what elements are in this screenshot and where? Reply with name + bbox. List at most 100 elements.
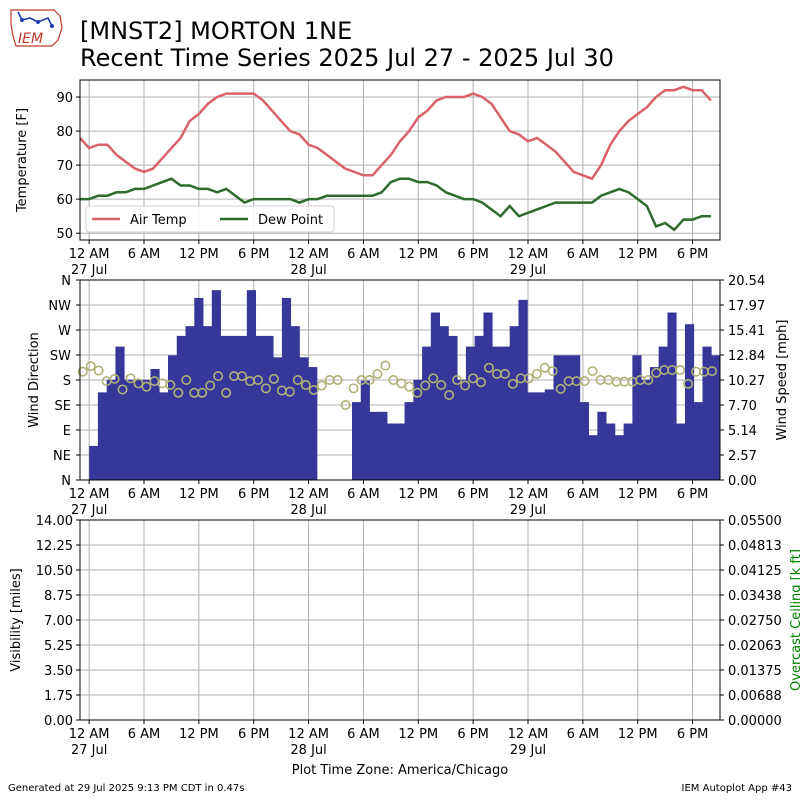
wind-direction-marker	[460, 380, 471, 391]
legend-label: Air Temp	[130, 213, 187, 228]
wind-direction-marker	[452, 374, 463, 385]
y-tick-label: NE	[53, 449, 71, 464]
wind-speed-bar	[649, 367, 660, 480]
x-tick-label: 12 AM	[288, 247, 329, 262]
x-date-label: 28 Jul	[290, 503, 326, 518]
wind-speed-bar	[124, 379, 134, 480]
wind-direction-marker	[141, 381, 152, 392]
x-tick-label: 6 PM	[238, 247, 269, 262]
y-axis-label: Overcast Ceiling [k ft]	[789, 549, 800, 691]
wind-speed-bar	[500, 346, 511, 480]
y-tick-label: 7.00	[44, 614, 73, 629]
y2-tick-label: 0.02063	[728, 639, 782, 654]
x-tick-label: 12 AM	[69, 727, 110, 742]
wind-direction-marker	[523, 373, 534, 384]
wind-speed-bar	[588, 435, 598, 480]
x-date-label: 27 Jul	[71, 743, 107, 758]
y-tick-label: 5.25	[44, 639, 73, 654]
wind-speed-bar	[238, 335, 248, 480]
wind-direction-marker	[675, 364, 686, 375]
y-tick-label: 90	[56, 91, 73, 106]
x-tick-label: 6 AM	[128, 487, 161, 502]
wind-direction-marker	[579, 376, 590, 387]
wind-direction-marker	[109, 373, 120, 384]
wind-speed-bar	[509, 326, 519, 480]
wind-direction-marker	[213, 371, 224, 382]
wind-speed-bar	[422, 346, 432, 480]
wind-speed-bar	[676, 423, 686, 480]
x-tick-label: 6 AM	[128, 727, 161, 742]
y2-tick-label: 0.02750	[728, 614, 782, 629]
x-tick-label: 6 AM	[347, 247, 380, 262]
x-tick-label: 6 PM	[677, 247, 708, 262]
wind-direction-marker	[507, 378, 518, 389]
y2-tick-label: 5.14	[728, 424, 757, 439]
wind-speed-bar	[176, 335, 186, 480]
wind-direction-marker	[77, 366, 88, 377]
wind-direction-marker	[292, 374, 303, 385]
x-tick-label: 6 PM	[457, 727, 488, 742]
wind-direction-marker	[396, 378, 407, 389]
x-tick-label: 12 AM	[288, 487, 329, 502]
x-tick-label: 6 PM	[677, 727, 708, 742]
wind-direction-marker	[268, 373, 279, 384]
x-tick-label: 12 PM	[618, 487, 658, 502]
wind-speed-bar	[579, 402, 589, 480]
plot-frame	[79, 279, 721, 481]
x-tick-label: 12 AM	[69, 247, 110, 262]
wind-speed-bar	[264, 335, 274, 480]
wind-speed-bar	[518, 299, 528, 480]
y-tick-label: 80	[56, 125, 73, 140]
wind-speed-bar	[448, 335, 458, 480]
wind-speed-bar	[290, 326, 300, 480]
wind-speed-bar	[387, 423, 397, 480]
y2-tick-label: 0.00688	[728, 689, 782, 704]
wind-direction-marker	[221, 387, 232, 398]
wind-direction-marker	[707, 366, 718, 377]
x-date-label: 29 Jul	[510, 743, 546, 758]
x-tick-label: 6 AM	[567, 487, 600, 502]
y-tick-label: SE	[55, 399, 71, 414]
wind-direction-marker	[197, 387, 208, 398]
wind-speed-bar	[185, 326, 195, 480]
wind-direction-marker	[611, 376, 622, 387]
y-tick-label: 12.25	[36, 539, 73, 554]
wind-speed-bar	[378, 411, 388, 480]
x-tick-label: 12 AM	[508, 727, 549, 742]
wind-direction-marker	[547, 366, 558, 377]
x-tick-label: 6 AM	[347, 487, 380, 502]
y-tick-label: 1.75	[44, 689, 73, 704]
y2-tick-label: 0.00000	[728, 714, 782, 729]
x-tick-label: 12 AM	[508, 487, 549, 502]
y2-tick-label: 0.05500	[728, 514, 782, 529]
wind-direction-marker	[380, 360, 391, 371]
x-tick-label: 6 AM	[567, 727, 600, 742]
wind-speed-bar	[492, 346, 502, 480]
wind-speed-bar	[369, 411, 379, 480]
y-axis-label: Visibility [miles]	[9, 568, 24, 671]
x-tick-label: 12 PM	[179, 727, 219, 742]
wind-speed-bar	[413, 379, 423, 480]
wind-direction-marker	[476, 377, 487, 388]
y2-tick-label: 17.97	[728, 299, 765, 314]
wind-speed-bar	[465, 346, 476, 480]
wind-speed-bar	[352, 402, 362, 480]
wind-direction-marker	[388, 374, 399, 385]
wind-speed-bar	[404, 402, 414, 480]
x-date-label: 27 Jul	[71, 503, 107, 518]
wind-speed-bar	[606, 423, 616, 480]
x-date-label: 29 Jul	[510, 503, 546, 518]
wind-speed-bar	[632, 355, 642, 480]
y2-tick-label: 0.04813	[728, 539, 782, 554]
y2-tick-label: 0.03438	[728, 589, 782, 604]
x-tick-label: 12 PM	[398, 727, 438, 742]
plot-frame	[79, 79, 721, 241]
wind-speed-bar	[527, 392, 537, 480]
y-tick-label: E	[63, 424, 71, 439]
wind-speed-bar	[97, 392, 108, 480]
wind-direction-marker	[340, 399, 351, 410]
wind-speed-bar	[474, 335, 484, 480]
wind-speed-bar	[132, 379, 143, 480]
wind-direction-marker	[260, 383, 271, 394]
wind-speed-bar	[702, 346, 712, 480]
